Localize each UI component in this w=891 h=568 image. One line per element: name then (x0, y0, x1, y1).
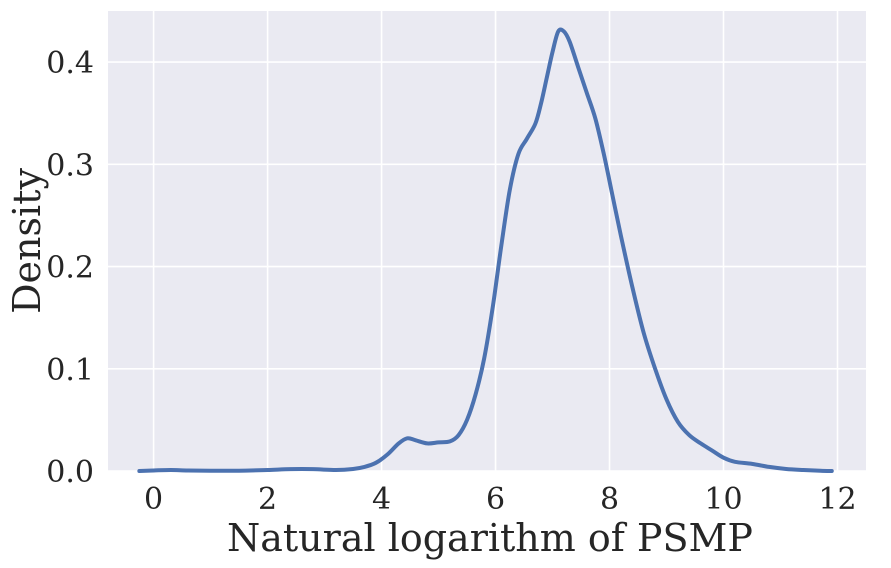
x-tick-label: 2 (258, 482, 277, 517)
y-axis-label: Density (5, 168, 49, 314)
density-line (137, 27, 834, 473)
x-tick-label: 12 (818, 482, 856, 517)
y-tick-label: 0.1 (46, 353, 94, 388)
y-tick-label: 0.3 (46, 148, 94, 183)
density-series (137, 27, 834, 473)
x-axis-label: Natural logarithm of PSMP (227, 516, 753, 560)
x-tick-labels: 0 2 4 6 8 10 12 (144, 482, 857, 517)
y-tick-label: 0.0 (46, 455, 94, 490)
plot-area (108, 11, 866, 471)
y-tick-label: 0.4 (46, 46, 94, 81)
x-tick-label: 0 (144, 482, 163, 517)
x-tick-label: 4 (372, 482, 391, 517)
x-tick-label: 8 (600, 482, 619, 517)
x-tick-label: 10 (704, 482, 742, 517)
y-tick-labels: 0.0 0.1 0.2 0.3 0.4 (46, 46, 94, 490)
y-tick-label: 0.2 (46, 251, 94, 286)
grid-lines (108, 11, 866, 472)
x-tick-label: 6 (486, 482, 505, 517)
